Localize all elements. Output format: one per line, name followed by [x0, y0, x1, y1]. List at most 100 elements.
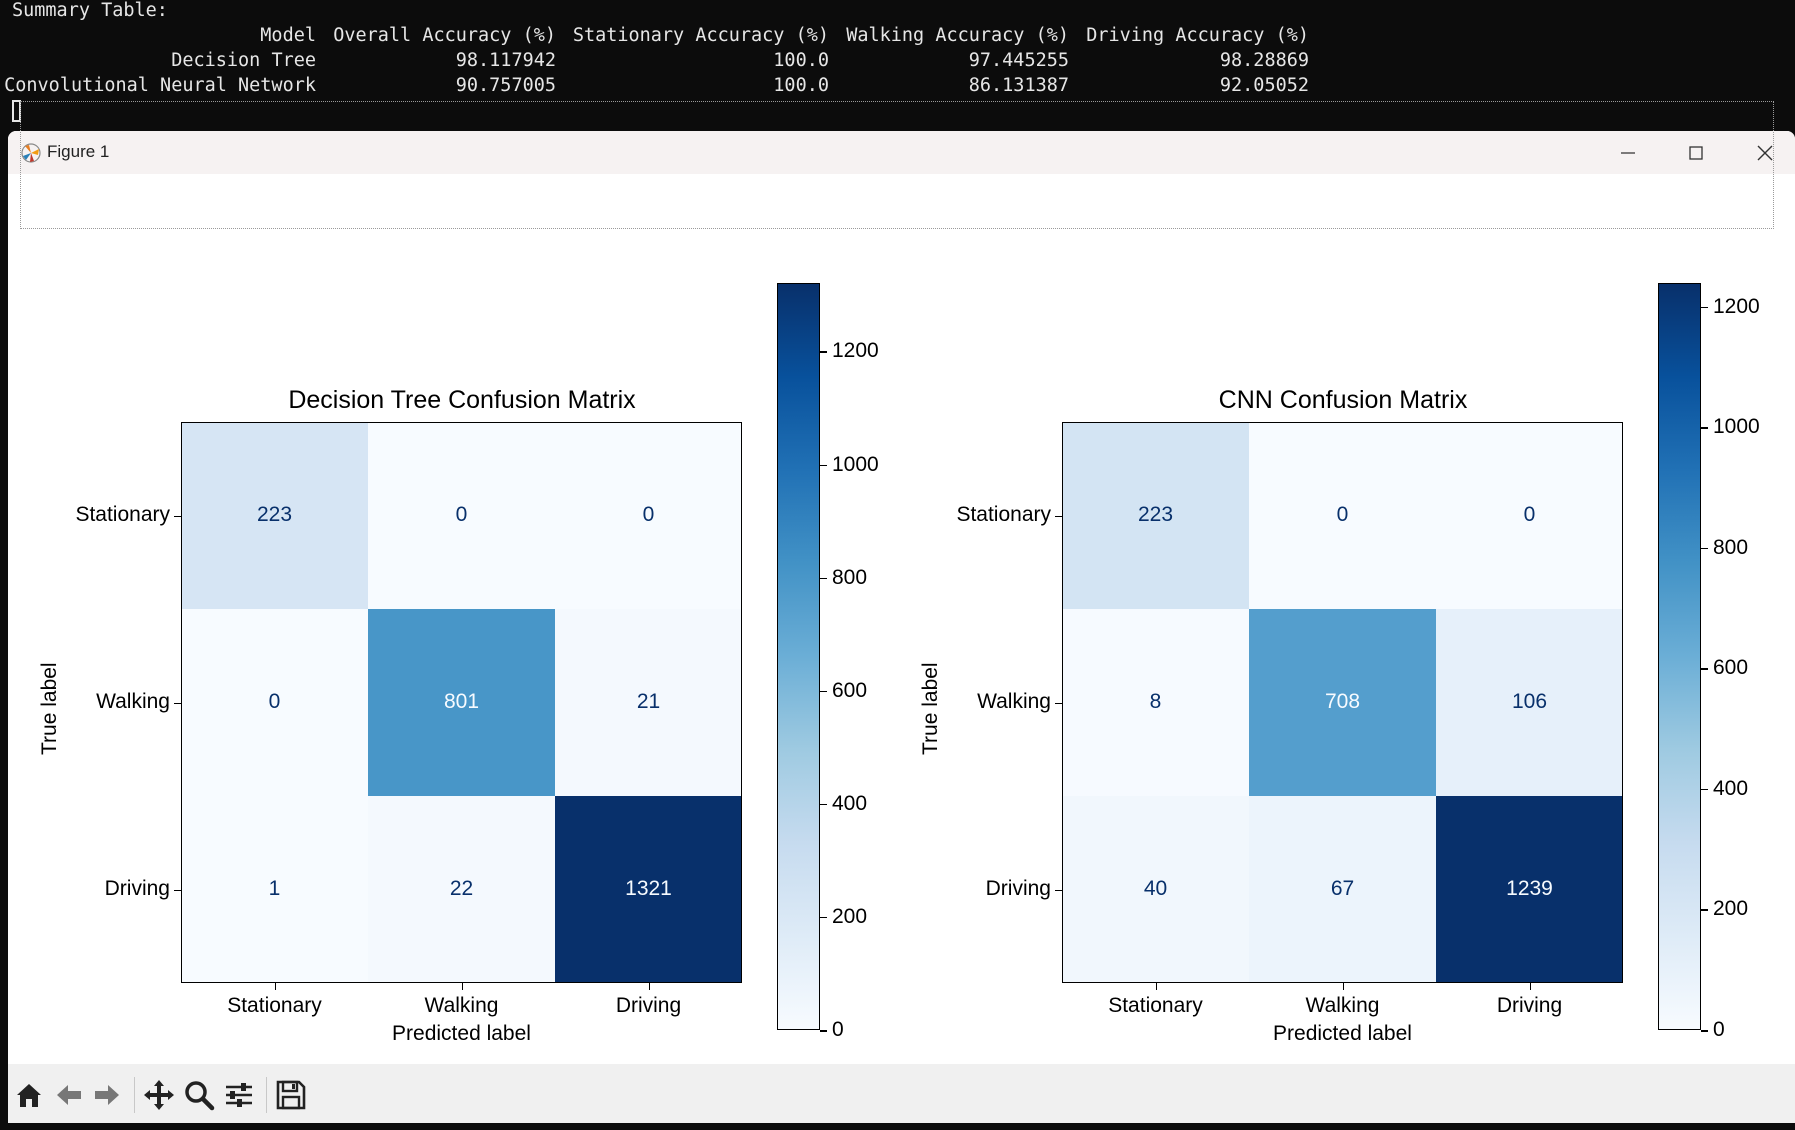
y-tick-mark: [174, 889, 181, 891]
colorbar-tick-label: 1000: [1713, 415, 1760, 439]
navigation-toolbar: [8, 1064, 1795, 1123]
x-tick-label: Walking: [424, 994, 499, 1017]
window-titlebar[interactable]: Figure 1: [8, 131, 1795, 174]
y-tick-mark: [174, 702, 181, 704]
table-cell: 98.117942: [455, 50, 556, 71]
chart-title: Decision Tree Confusion Matrix: [288, 386, 636, 414]
matrix-cell: [1436, 609, 1623, 796]
y-tick-mark: [1055, 889, 1062, 891]
matrix-cell: [555, 609, 742, 796]
cell-value-label: 21: [636, 689, 661, 713]
matrix-frame: [1062, 422, 1623, 983]
x-tick-label: Stationary: [1108, 994, 1203, 1017]
y-axis-label: True label: [38, 661, 61, 755]
cell-value-label: 106: [1511, 689, 1548, 713]
table-cell: 100.0: [773, 50, 829, 71]
colorbar-tick-label: 400: [1713, 776, 1749, 800]
table-cell: 98.28869: [1219, 50, 1309, 71]
figure-window: Figure 1 Decision Tree Confusion Matrix 2…: [8, 131, 1795, 1123]
y-tick-label: Stationary: [75, 502, 170, 526]
summary-heading: Summary Table:: [12, 0, 168, 21]
colorbar-tick-label: 600: [832, 678, 868, 702]
toolbar-separator: [266, 1077, 267, 1113]
configure-subplots-button[interactable]: [222, 1078, 256, 1112]
colorbar-tick-label: 800: [1713, 535, 1749, 559]
pan-move-icon: [144, 1080, 174, 1110]
matrix-cell: [181, 422, 368, 609]
table-header-cell: Stationary Accuracy (%): [572, 25, 829, 46]
matrix-cell: [368, 796, 555, 983]
colorbar: [777, 283, 820, 1030]
back-button[interactable]: [52, 1078, 86, 1112]
cell-value-label: 40: [1143, 876, 1168, 900]
table-cell: 100.0: [773, 75, 829, 96]
matrix-cell: [181, 796, 368, 983]
y-tick-mark: [174, 515, 181, 517]
colorbar-tick-label: 200: [1713, 897, 1749, 921]
y-tick-label: Walking: [96, 689, 170, 713]
home-button[interactable]: [12, 1078, 46, 1112]
matrix-cell: [1062, 422, 1249, 609]
terminal-output: Summary Table: Model Overall Accuracy (%)…: [0, 0, 1795, 135]
colorbar-tick-mark: [1701, 427, 1708, 429]
cell-value-label: 22: [449, 876, 474, 900]
colorbar-tick-mark: [1701, 788, 1708, 791]
save-button[interactable]: [274, 1078, 308, 1112]
x-tick-mark: [648, 983, 650, 990]
colorbar-tick-mark: [820, 464, 827, 467]
colorbar-tick-mark: [820, 916, 827, 919]
matrix-cell: [368, 422, 555, 609]
table-header-cell: Model: [260, 25, 316, 46]
matrix-cell: [555, 422, 742, 609]
cell-value-label: 0: [1336, 502, 1349, 526]
x-tick-label: Driving: [1496, 994, 1563, 1017]
colorbar-tick-mark: [820, 577, 827, 580]
table-cell: 92.05052: [1219, 75, 1309, 96]
y-tick-label: Walking: [977, 689, 1051, 713]
maximize-button[interactable]: [1666, 131, 1726, 174]
y-tick-mark: [1055, 515, 1062, 517]
y-tick-mark: [1055, 702, 1062, 704]
minimize-icon: [1621, 151, 1635, 154]
colorbar-tick-label: 0: [1713, 1018, 1725, 1041]
terminal-cursor: [12, 100, 21, 122]
home-icon: [17, 1084, 41, 1107]
x-tick-mark: [1155, 983, 1157, 990]
forward-arrow-icon: [95, 1085, 119, 1105]
chart-title: CNN Confusion Matrix: [1218, 386, 1468, 414]
forward-button[interactable]: [90, 1078, 124, 1112]
matrix-cell: [1062, 796, 1249, 983]
colorbar-tick-mark: [820, 690, 827, 693]
table-cell: 97.445255: [968, 50, 1069, 71]
y-tick-label: Driving: [985, 876, 1051, 900]
cell-value-label: 1: [268, 876, 281, 900]
matrix-cell: [555, 796, 742, 983]
matrix-cell: [1249, 609, 1436, 796]
x-tick-mark: [274, 983, 276, 990]
close-button[interactable]: [1735, 131, 1795, 174]
save-floppy-icon: [276, 1080, 306, 1110]
cell-value-label: 223: [256, 502, 293, 526]
zoom-magnifier-icon: [185, 1081, 215, 1111]
colorbar-tick-mark: [1701, 547, 1708, 550]
matrix-cell: [181, 609, 368, 796]
table-header-cell: Driving Accuracy (%): [1086, 25, 1309, 46]
colorbar-tick-label: 1200: [832, 339, 879, 363]
cell-value-label: 708: [1324, 689, 1361, 713]
figure-canvas[interactable]: Decision Tree Confusion Matrix 223 0 0 0 801 2…: [8, 174, 1795, 1064]
matrix-frame: [181, 422, 742, 983]
back-arrow-icon: [57, 1085, 81, 1105]
table-header-cell: Walking Accuracy (%): [846, 25, 1069, 46]
matrix-cell: [368, 609, 555, 796]
matrix-cell: [1436, 796, 1623, 983]
pan-button[interactable]: [142, 1078, 176, 1112]
cell-value-label: 0: [1523, 502, 1536, 526]
x-axis-label: Predicted label: [392, 1022, 531, 1045]
zoom-button[interactable]: [182, 1078, 216, 1112]
colorbar-tick-label: 800: [832, 565, 868, 589]
table-header-cell: Overall Accuracy (%): [333, 25, 556, 46]
minimize-button[interactable]: [1598, 131, 1658, 174]
colorbar-tick-label: 200: [832, 904, 868, 928]
cell-value-label: 223: [1137, 502, 1174, 526]
colorbar-tick-mark: [1701, 909, 1708, 911]
